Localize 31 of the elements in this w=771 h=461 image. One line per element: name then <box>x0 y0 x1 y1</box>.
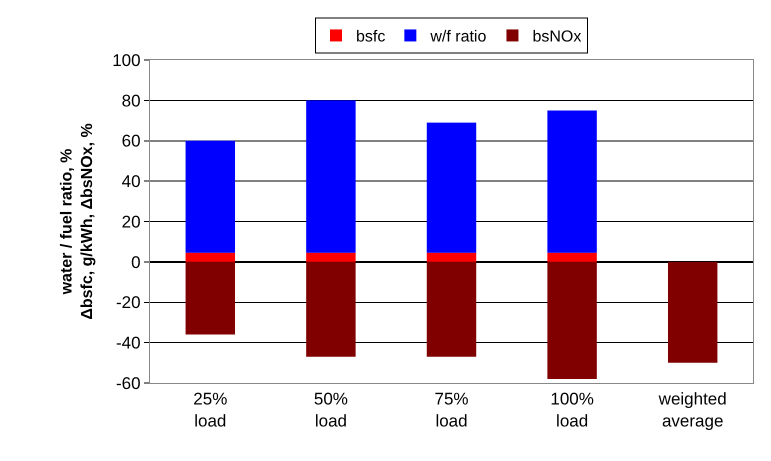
bar <box>426 122 476 253</box>
y-tick-label: 20 <box>122 212 141 232</box>
y-tick-label: 0 <box>131 252 141 272</box>
bar <box>547 110 597 253</box>
bar <box>547 252 597 262</box>
legend-label: bsNOx <box>532 28 582 46</box>
bar <box>426 252 476 262</box>
legend-label: w/f ratio <box>429 28 486 46</box>
y-tick-label: -40 <box>116 334 141 353</box>
bar <box>547 262 597 379</box>
legend-label: bsfc <box>356 28 386 46</box>
y-tick-label: 100 <box>112 50 141 70</box>
bar <box>186 140 236 253</box>
x-tick-label: 100% load <box>550 389 594 430</box>
x-tick-label: weighted average <box>658 389 727 430</box>
y-tick-label: 60 <box>122 132 141 151</box>
bar <box>306 100 356 253</box>
x-tick-label: 50% load <box>314 389 348 430</box>
x-tick-label: 75% load <box>434 389 469 430</box>
bar <box>668 262 718 363</box>
bar <box>186 252 236 262</box>
bar <box>306 252 356 262</box>
y-axis-title: water / fuel ratio, % Δbsfc, g/kWh, ΔbsNOx, % <box>58 123 96 320</box>
bar <box>306 262 356 357</box>
y-tick-label: -20 <box>116 293 141 312</box>
bar <box>186 262 236 335</box>
y-tick-label: 40 <box>122 172 141 192</box>
x-tick-label: 25% load <box>193 389 228 430</box>
y-tick-label: 80 <box>122 91 141 110</box>
y-tick-label: -60 <box>116 374 141 393</box>
bar <box>426 262 476 357</box>
